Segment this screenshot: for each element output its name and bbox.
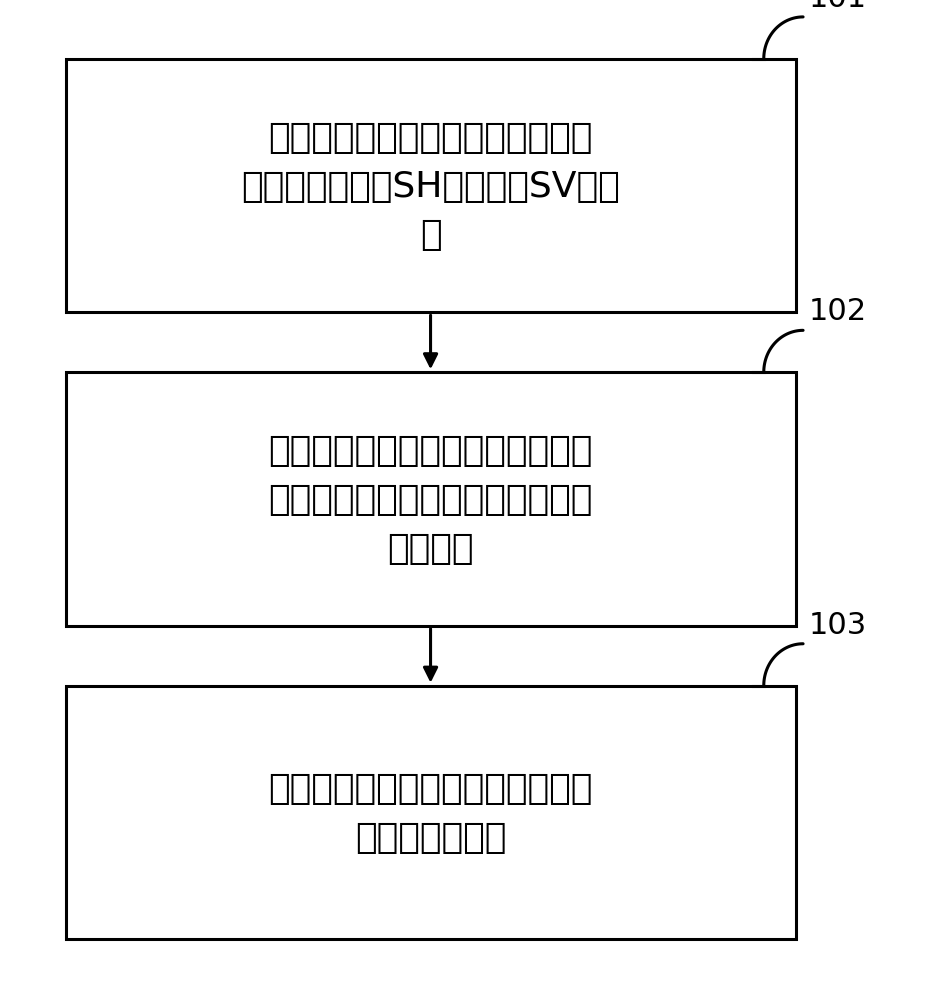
Text: 103: 103	[809, 610, 868, 639]
Text: 102: 102	[809, 297, 867, 326]
Text: 对所述地震数据进行数据处理，获
取横波叠加剖面: 对所述地震数据进行数据处理，获 取横波叠加剖面	[269, 771, 592, 854]
Bar	[66, 60, 796, 313]
Bar	[66, 686, 796, 939]
Text: 将不同种类的所述地震数据分别布
设在预设二维工区测线的主测线和
联络线上: 将不同种类的所述地震数据分别布 设在预设二维工区测线的主测线和 联络线上	[269, 433, 592, 566]
Text: 获取预设二维工区的地震数据，所
述地震数据包括SH波数据和SV波数
据: 获取预设二维工区的地震数据，所 述地震数据包括SH波数据和SV波数 据	[241, 120, 620, 252]
Text: 101: 101	[809, 0, 867, 13]
Bar	[66, 373, 796, 626]
